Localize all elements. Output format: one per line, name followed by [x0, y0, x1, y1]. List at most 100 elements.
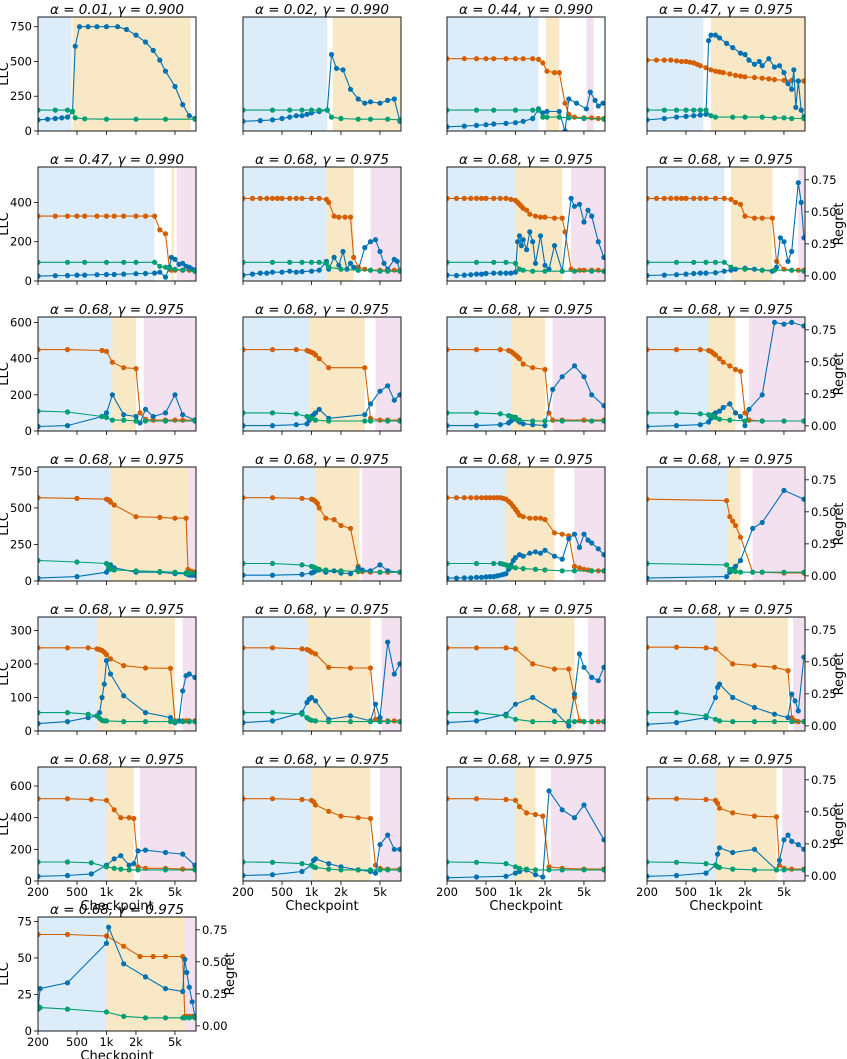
- data-point-llc: [293, 113, 299, 119]
- data-point-llc: [716, 35, 723, 41]
- data-point-llc: [727, 401, 733, 407]
- data-point-green: [697, 107, 703, 113]
- data-point-llc: [377, 715, 383, 721]
- data-point-orange: [781, 266, 787, 272]
- y-tick-label: 300: [10, 623, 32, 637]
- data-point-orange: [647, 496, 650, 502]
- data-point-llc: [172, 83, 178, 90]
- data-point-llc: [587, 89, 593, 95]
- data-point-llc: [601, 403, 605, 409]
- data-point-green: [186, 1015, 192, 1021]
- data-point-green: [308, 259, 315, 265]
- x-tick-label: 5k: [777, 885, 791, 899]
- data-point-orange: [532, 515, 539, 521]
- phase-band-blue: [447, 17, 539, 131]
- regret-tick-label: 0.75: [811, 623, 837, 637]
- data-point-orange: [551, 70, 558, 76]
- data-point-orange: [673, 796, 680, 802]
- y-axis-label-llc: LLC: [0, 812, 12, 836]
- plot-area: [647, 317, 805, 431]
- x-tick-label: 500: [475, 885, 497, 899]
- data-point-green: [162, 867, 169, 873]
- data-point-orange: [769, 215, 775, 221]
- data-point-orange: [447, 56, 450, 62]
- data-point-llc: [712, 32, 719, 38]
- data-point-green: [691, 259, 697, 265]
- data-point-orange: [453, 495, 460, 501]
- data-point-llc: [647, 575, 650, 581]
- data-point-llc: [162, 68, 169, 74]
- data-point-llc: [759, 392, 765, 398]
- data-point-green: [326, 866, 332, 872]
- subplot-13: α = 0.68, γ = 0.975 0 250 500 750 LLC: [0, 452, 197, 588]
- data-point-llc: [530, 422, 536, 428]
- data-point-green: [751, 867, 758, 873]
- data-point-llc: [785, 832, 791, 838]
- data-point-llc: [385, 383, 391, 389]
- x-axis-label: Checkpoint: [80, 1049, 153, 1059]
- data-point-green: [118, 866, 124, 872]
- data-point-orange: [331, 213, 337, 219]
- data-point-llc: [121, 961, 127, 967]
- regret-tick-label: 0.25: [811, 237, 837, 251]
- plot-area: [38, 317, 196, 431]
- data-point-green: [167, 719, 174, 725]
- data-point-orange: [647, 347, 650, 353]
- data-point-orange: [483, 495, 489, 501]
- data-point-green: [732, 568, 739, 575]
- series-line-green: [38, 410, 195, 422]
- data-point-llc: [792, 698, 798, 704]
- data-point-green: [771, 267, 778, 273]
- data-point-llc: [793, 104, 799, 110]
- data-point-llc: [162, 849, 169, 856]
- phase-band-pink: [749, 317, 805, 431]
- data-point-llc: [186, 113, 192, 119]
- data-point-green: [708, 113, 714, 119]
- data-point-orange: [103, 933, 110, 939]
- data-point-green: [64, 409, 71, 415]
- axes-frame: [446, 466, 606, 582]
- data-point-green: [355, 867, 361, 873]
- data-point-green: [64, 259, 71, 265]
- data-point-green: [397, 418, 401, 424]
- data-point-llc: [546, 788, 552, 794]
- data-point-orange: [243, 645, 246, 651]
- data-point-green: [601, 268, 605, 274]
- data-point-llc: [347, 571, 354, 577]
- data-point-llc: [795, 78, 801, 84]
- y-tick-label: 600: [10, 779, 32, 793]
- data-point-orange: [716, 356, 723, 362]
- subplot-title: α = 0.68, γ = 0.975: [50, 752, 184, 768]
- phase-band-yellow: [515, 617, 575, 731]
- data-point-orange: [64, 213, 71, 219]
- data-point-llc: [647, 117, 650, 123]
- phase-band-pink: [586, 17, 594, 131]
- data-point-orange: [716, 805, 723, 811]
- data-point-orange: [121, 213, 127, 219]
- subplot-title: α = 0.68, γ = 0.975: [50, 602, 184, 618]
- data-point-green: [661, 107, 667, 113]
- data-point-llc: [133, 271, 139, 277]
- series-line-green: [38, 109, 195, 120]
- data-point-llc: [121, 271, 127, 277]
- data-point-llc: [115, 24, 121, 30]
- data-point-orange: [299, 195, 305, 201]
- data-point-green: [712, 259, 719, 265]
- data-point-orange: [540, 60, 546, 66]
- subplot-title: α = 0.68, γ = 0.975: [659, 302, 793, 318]
- data-point-green: [121, 1013, 127, 1020]
- data-point-llc: [661, 115, 667, 122]
- data-point-orange: [142, 213, 149, 219]
- data-point-llc: [551, 553, 558, 559]
- data-point-green: [397, 268, 401, 274]
- data-point-orange: [668, 195, 674, 201]
- data-point-orange: [562, 100, 568, 106]
- data-point-llc: [781, 487, 787, 493]
- data-point-orange: [447, 645, 450, 651]
- data-point-green: [447, 560, 450, 567]
- data-point-orange: [38, 213, 41, 219]
- data-point-llc: [38, 423, 41, 430]
- data-point-green: [338, 266, 344, 272]
- phase-band-pink: [176, 167, 196, 281]
